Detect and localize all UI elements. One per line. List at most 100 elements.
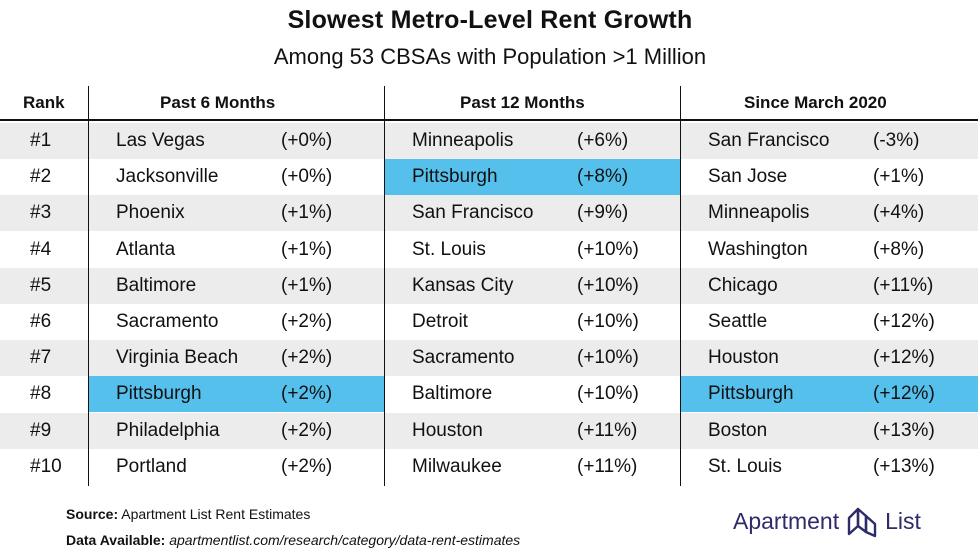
- rank-cell: #9: [30, 419, 52, 441]
- growth-value-cell: (+1%): [281, 202, 333, 224]
- city-cell: Phoenix: [116, 202, 185, 224]
- growth-value-cell: (+11%): [577, 419, 638, 441]
- growth-value-cell: (+4%): [873, 202, 925, 224]
- growth-value-cell: (+0%): [281, 166, 333, 188]
- city-cell: Detroit: [412, 311, 468, 332]
- city-cell: Sacramento: [412, 347, 515, 369]
- growth-value-cell: (+12%): [873, 311, 935, 332]
- highlight-cell: [89, 376, 384, 413]
- growth-value-cell: (+10%): [577, 238, 639, 260]
- table-row: #1 Las Vegas (+0%) Minneapolis (+6%) San Fran…: [0, 123, 978, 159]
- growth-value-cell: (+9%): [577, 202, 629, 224]
- city-cell: Pittsburgh: [412, 166, 498, 188]
- logo-word-list: List: [885, 507, 921, 534]
- table-row: #9 Philadelphia (+2%) Houston (+11%) Boston (+…: [0, 412, 978, 449]
- rank-cell: #1: [30, 130, 52, 151]
- table-row: #8 Pittsburgh (+2%) Baltimore (+10%) Pittsbur…: [0, 376, 978, 413]
- growth-value-cell: (+13%): [873, 455, 935, 477]
- growth-value-cell: (+2%): [281, 347, 333, 369]
- rank-cell: #10: [30, 455, 62, 477]
- growth-value-cell: (+12%): [873, 347, 935, 369]
- rank-cell: #2: [30, 166, 52, 188]
- city-cell: Sacramento: [116, 311, 219, 332]
- chart-title: Slowest Metro-Level Rent Growth: [287, 6, 693, 34]
- city-cell: San Jose: [708, 166, 788, 188]
- data-available-url: apartmentlist.com/research/category/data…: [165, 532, 521, 548]
- logo-word-apartment: Apartment: [733, 507, 840, 534]
- table-row: #3 Phoenix (+1%) San Francisco (+9%) Minneapo…: [0, 195, 978, 232]
- growth-value-cell: (+2%): [281, 419, 333, 441]
- city-cell: Kansas City: [412, 274, 514, 296]
- source-label: Source:: [66, 506, 119, 522]
- growth-value-cell: (+8%): [577, 166, 629, 188]
- growth-value-cell: (+8%): [873, 238, 925, 260]
- header-past-6-months: Past 6 Months: [160, 93, 276, 112]
- data-available-note: Data Available: apartmentlist.com/resear…: [66, 532, 520, 548]
- header-divider: [0, 119, 978, 121]
- rank-cell: #4: [30, 238, 52, 260]
- city-cell: Las Vegas: [116, 130, 205, 151]
- growth-value-cell: (+1%): [281, 274, 333, 296]
- growth-value-cell: (+11%): [577, 455, 638, 477]
- rank-cell: #6: [30, 311, 52, 332]
- growth-value-cell: (+0%): [281, 130, 333, 151]
- table-row: #5 Baltimore (+1%) Kansas City (+10%) Chicago…: [0, 267, 978, 304]
- rank-cell: #8: [30, 383, 52, 405]
- table-row: #4 Atlanta (+1%) St. Louis (+10%) Washington (…: [0, 232, 978, 268]
- growth-value-cell: (+10%): [577, 347, 639, 369]
- column-divider: [680, 86, 681, 486]
- rank-cell: #7: [30, 347, 52, 369]
- header-past-12-months: Past 12 Months: [460, 93, 585, 112]
- highlight-cell: [681, 376, 978, 413]
- city-cell: St. Louis: [412, 238, 486, 260]
- city-cell: Washington: [708, 238, 808, 260]
- growth-value-cell: (+13%): [873, 419, 935, 441]
- column-divider: [384, 86, 385, 486]
- city-cell: Virginia Beach: [116, 347, 239, 369]
- city-cell: Houston: [412, 419, 483, 441]
- table-row: #7 Virginia Beach (+2%) Sacramento (+10%) Hou…: [0, 340, 978, 377]
- city-cell: Baltimore: [116, 274, 197, 296]
- rank-cell: #5: [30, 274, 52, 296]
- city-cell: Baltimore: [412, 383, 493, 405]
- table-row: #6 Sacramento (+2%) Detroit (+10%) Seattle (+1…: [0, 304, 978, 340]
- city-cell: Chicago: [708, 274, 778, 296]
- growth-value-cell: (+1%): [873, 166, 925, 188]
- table-row: #10 Portland (+2%) Milwaukee (+11%) St. Louis…: [0, 449, 978, 485]
- growth-value-cell: (+10%): [577, 383, 639, 405]
- column-divider: [88, 86, 89, 486]
- growth-value-cell: (-3%): [873, 130, 920, 151]
- apartment-list-logo: Apartment List: [733, 503, 921, 539]
- apartment-list-logo-icon: [847, 507, 877, 538]
- source-note: Source: Apartment List Rent Estimates: [66, 506, 310, 522]
- city-cell: Houston: [708, 347, 779, 369]
- growth-value-cell: (+12%): [873, 383, 935, 405]
- city-cell: Minneapolis: [412, 130, 514, 151]
- data-available-label: Data Available:: [66, 532, 166, 548]
- rank-cell: #3: [30, 202, 52, 224]
- city-cell: Pittsburgh: [116, 383, 202, 405]
- header-rank: Rank: [23, 93, 65, 112]
- city-cell: Jacksonville: [116, 166, 219, 188]
- growth-value-cell: (+2%): [281, 383, 333, 405]
- growth-value-cell: (+2%): [281, 311, 333, 332]
- growth-value-cell: (+10%): [577, 274, 639, 296]
- growth-value-cell: (+6%): [577, 130, 629, 151]
- city-cell: Pittsburgh: [708, 383, 794, 405]
- highlight-cell: [385, 159, 680, 196]
- city-cell: Minneapolis: [708, 202, 810, 224]
- city-cell: Seattle: [708, 311, 768, 332]
- city-cell: Milwaukee: [412, 455, 502, 477]
- source-text: Apartment List Rent Estimates: [118, 506, 311, 522]
- chart-subtitle: Among 53 CBSAs with Population >1 Millio…: [273, 44, 707, 69]
- city-cell: Portland: [116, 455, 187, 477]
- city-cell: Atlanta: [116, 238, 176, 260]
- city-cell: Philadelphia: [116, 419, 220, 441]
- table-row: #2 Jacksonville (+0%) Pittsburgh (+8%) San Jo…: [0, 159, 978, 196]
- growth-value-cell: (+1%): [281, 238, 333, 260]
- growth-value-cell: (+10%): [577, 311, 639, 332]
- city-cell: St. Louis: [708, 455, 782, 477]
- city-cell: San Francisco: [708, 130, 830, 151]
- growth-value-cell: (+11%): [873, 274, 934, 296]
- city-cell: Boston: [708, 419, 768, 441]
